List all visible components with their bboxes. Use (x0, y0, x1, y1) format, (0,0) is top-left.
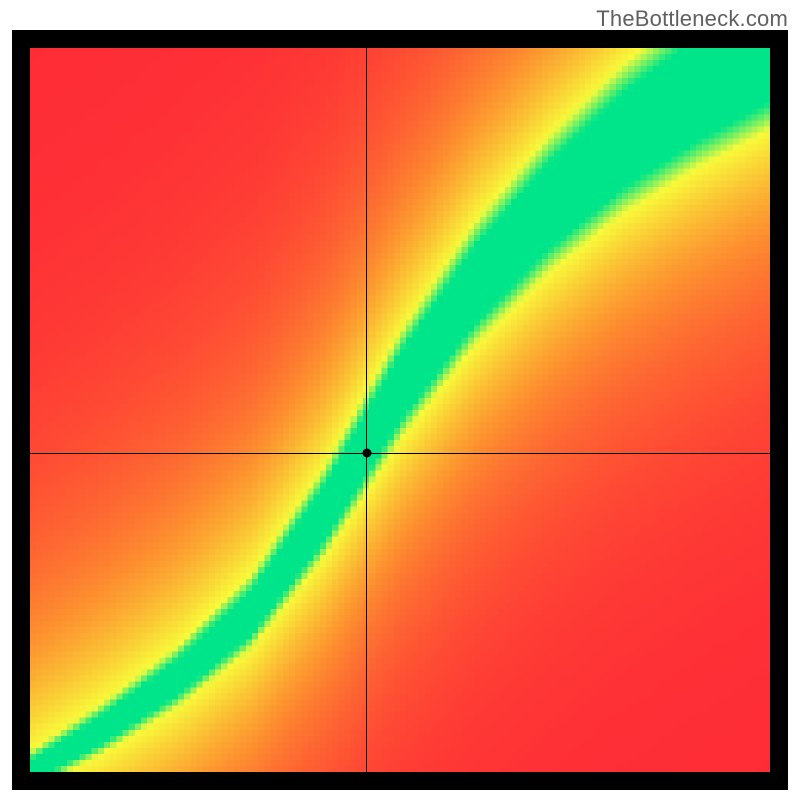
chart-container: TheBottleneck.com (0, 0, 800, 800)
heatmap-canvas (30, 48, 770, 772)
crosshair-vertical (366, 48, 367, 772)
crosshair-horizontal (30, 453, 770, 454)
watermark-text: TheBottleneck.com (596, 6, 788, 32)
crosshair-marker (362, 449, 371, 458)
